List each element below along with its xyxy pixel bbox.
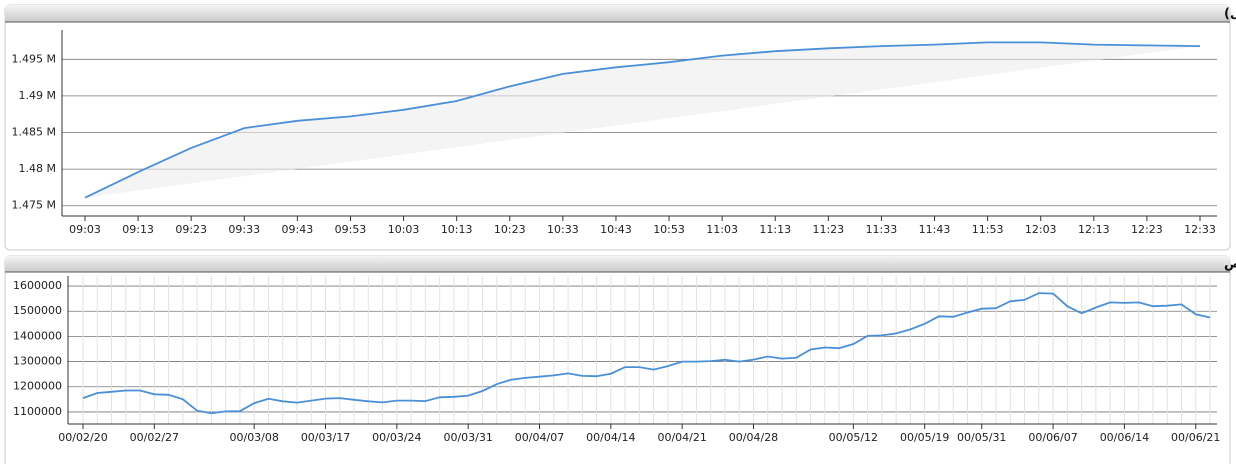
x-tick-label: 11:53 xyxy=(972,223,1004,236)
x-tick-label: 10:43 xyxy=(600,223,632,236)
x-tick-label: 10:53 xyxy=(653,223,685,236)
y-tick-label: 1600000 xyxy=(13,279,62,292)
x-tick-label: 11:43 xyxy=(919,223,951,236)
x-tick-label: 00/06/21 xyxy=(1171,431,1220,444)
x-tick-label: 00/06/14 xyxy=(1100,431,1149,444)
x-tick-label: 00/02/27 xyxy=(130,431,179,444)
y-tick-label: 1100000 xyxy=(13,405,62,418)
x-tick-label: 00/04/14 xyxy=(586,431,635,444)
x-tick-label: 00/05/19 xyxy=(900,431,949,444)
range-shade xyxy=(85,42,1200,198)
x-tick-label: 00/02/20 xyxy=(58,431,107,444)
y-tick-label: 1500000 xyxy=(13,304,62,317)
x-tick-label: 12:03 xyxy=(1025,223,1057,236)
x-tick-label: 10:23 xyxy=(494,223,526,236)
y-tick-label: 1200000 xyxy=(13,380,62,393)
x-tick-label: 10:33 xyxy=(547,223,579,236)
x-tick-label: 00/04/21 xyxy=(657,431,706,444)
x-tick-label: 00/04/07 xyxy=(515,431,564,444)
x-tick-label: 09:53 xyxy=(335,223,367,236)
series-line xyxy=(82,292,1211,415)
x-tick-label: 09:33 xyxy=(228,223,260,236)
y-tick-label: 1.475 M xyxy=(12,199,56,212)
x-tick-label: 00/04/28 xyxy=(729,431,778,444)
panel-header xyxy=(5,5,1230,22)
panel-title: شاخص کل (آخرین روز معاملاتی) xyxy=(1224,5,1236,22)
x-tick-label: 09:43 xyxy=(282,223,314,236)
x-tick-label: 11:23 xyxy=(812,223,844,236)
series-line xyxy=(84,41,1201,199)
x-tick-label: 00/06/07 xyxy=(1028,431,1077,444)
x-tick-label: 00/03/08 xyxy=(229,431,278,444)
x-tick-label: 09:23 xyxy=(175,223,207,236)
panel-header xyxy=(5,256,1230,272)
y-tick-label: 1400000 xyxy=(13,329,62,342)
x-tick-label: 12:13 xyxy=(1078,223,1110,236)
panel-title: نمودار شاخص xyxy=(1224,257,1236,272)
x-tick-label: 00/05/31 xyxy=(957,431,1006,444)
x-tick-label: 12:23 xyxy=(1131,223,1163,236)
x-tick-label: 00/03/17 xyxy=(301,431,350,444)
y-tick-label: 1.49 M xyxy=(19,89,56,102)
x-tick-label: 00/03/31 xyxy=(443,431,492,444)
y-tick-label: 1.485 M xyxy=(12,126,56,139)
x-tick-label: 00/03/24 xyxy=(372,431,421,444)
y-tick-label: 1300000 xyxy=(13,355,62,368)
x-tick-label: 11:03 xyxy=(706,223,738,236)
x-tick-label: 11:13 xyxy=(759,223,791,236)
x-tick-label: 09:03 xyxy=(69,223,101,236)
y-tick-label: 1.48 M xyxy=(19,162,56,175)
x-tick-label: 09:13 xyxy=(122,223,154,236)
x-tick-label: 11:33 xyxy=(866,223,898,236)
x-tick-label: 12:33 xyxy=(1184,223,1216,236)
x-tick-label: 10:13 xyxy=(441,223,473,236)
x-tick-label: 00/05/12 xyxy=(829,431,878,444)
x-tick-label: 10:03 xyxy=(388,223,420,236)
y-tick-label: 1.495 M xyxy=(12,52,56,65)
